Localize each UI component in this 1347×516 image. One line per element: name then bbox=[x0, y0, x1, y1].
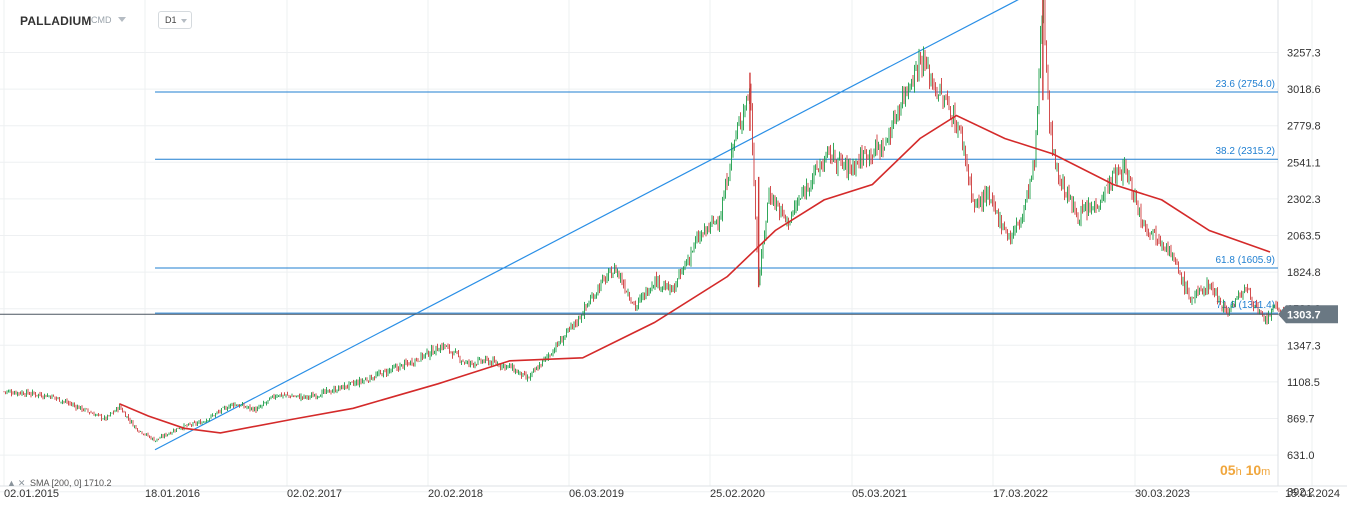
sma-series bbox=[118, 114, 1271, 434]
market-tag: CMD bbox=[91, 15, 112, 25]
candle-timer: 05h 10m bbox=[1220, 462, 1270, 478]
timeframe-label: D1 bbox=[165, 15, 177, 25]
x-tick-label: 15.01.2024 bbox=[1285, 488, 1340, 500]
x-tick-label: 05.03.2021 bbox=[852, 488, 907, 500]
sma-legend-value: 1710.2 bbox=[84, 478, 112, 488]
time-axis: 02.01.2015 18.01.2016 02.02.2017 20.02.2018… bbox=[4, 488, 1340, 500]
fib-level-label: 23.6 (2754.0) bbox=[1216, 79, 1276, 90]
candlestick-series bbox=[3, 0, 1286, 443]
trendline-line bbox=[154, 0, 1019, 451]
timer-hours: 05 bbox=[1220, 462, 1236, 478]
timeframe-chevron-down-icon bbox=[181, 19, 187, 23]
y-tick-label: 1824.8 bbox=[1287, 267, 1321, 279]
trendline bbox=[154, 0, 1019, 451]
y-tick-label: 1108.5 bbox=[1287, 377, 1320, 389]
price-axis: 3257.3 3018.6 2779.8 2541.1 2302.3 2063.5 1824… bbox=[1287, 48, 1321, 499]
y-tick-label: 2541.1 bbox=[1287, 157, 1321, 169]
current-price-value: 1303.7 bbox=[1287, 309, 1321, 321]
sma-line bbox=[118, 114, 1271, 434]
timeframe-select[interactable]: D1 bbox=[158, 11, 192, 29]
chart-grid bbox=[0, 0, 1347, 493]
timer-hours-unit: h bbox=[1235, 466, 1242, 478]
y-tick-label: 392.2 bbox=[1287, 487, 1315, 499]
y-tick-label: 869.7 bbox=[1287, 414, 1315, 426]
x-tick-label: 25.02.2020 bbox=[710, 488, 765, 500]
fib-level-label: 38.2 (2315.2) bbox=[1216, 146, 1276, 157]
y-tick-label: 2779.8 bbox=[1287, 121, 1321, 133]
timer-minutes: 10 bbox=[1245, 462, 1262, 478]
x-tick-label: 20.02.2018 bbox=[428, 488, 483, 500]
x-tick-label: 02.02.2017 bbox=[287, 488, 342, 500]
x-tick-label: 06.03.2019 bbox=[569, 488, 624, 500]
timer-minutes-unit: m bbox=[1261, 466, 1271, 478]
chart-header: PALLADIUM CMD D1 bbox=[0, 0, 1347, 36]
y-tick-label: 631.0 bbox=[1287, 450, 1315, 462]
x-tick-label: 18.01.2016 bbox=[145, 488, 200, 500]
x-tick-label: 02.01.2015 bbox=[4, 488, 59, 500]
sma-legend-label: SMA [200, 0] bbox=[29, 478, 82, 488]
fib-level-label: 71.6 (1311.4) bbox=[1216, 300, 1275, 311]
y-tick-label: 1347.3 bbox=[1287, 340, 1321, 352]
indicator-settings-icon[interactable]: ▲ bbox=[7, 478, 16, 488]
y-tick-label: 2063.5 bbox=[1287, 231, 1321, 243]
fib-level-label: 61.8 (1605.9) bbox=[1216, 255, 1276, 266]
y-tick-label: 3018.6 bbox=[1287, 84, 1321, 96]
fibonacci-levels: 23.6 (2754.0) 38.2 (2315.2) 61.8 (1605.9) 7… bbox=[155, 79, 1278, 314]
y-tick-label: 2302.3 bbox=[1287, 194, 1321, 206]
current-price-tag: 1303.7 bbox=[0, 305, 1338, 324]
current-price-badge bbox=[1278, 305, 1338, 324]
indicator-remove-icon[interactable]: ✕ bbox=[17, 478, 26, 488]
y-tick-label: 3257.3 bbox=[1287, 48, 1321, 60]
symbol-dropdown-caret-icon[interactable] bbox=[118, 17, 126, 22]
symbol-name[interactable]: PALLADIUM bbox=[20, 14, 92, 28]
x-tick-label: 17.03.2022 bbox=[993, 488, 1048, 500]
x-tick-label: 30.03.2023 bbox=[1135, 488, 1190, 500]
sma-legend[interactable]: ▲ ✕ SMA [200, 0] 1710.2 bbox=[7, 478, 112, 489]
